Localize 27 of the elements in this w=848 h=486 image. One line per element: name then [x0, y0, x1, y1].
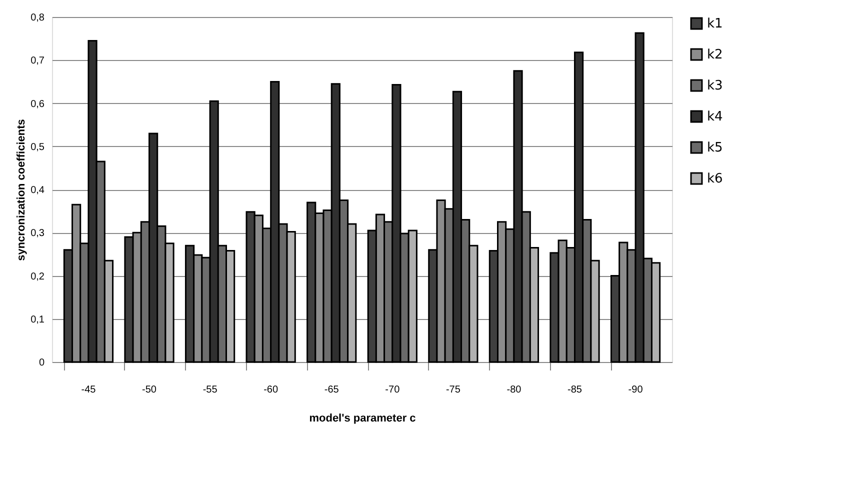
y-tick-label: 0: [38, 358, 45, 368]
y-tick-label: 0,6: [30, 98, 45, 110]
x-tick-label: -70: [385, 384, 400, 396]
x-tick-label: -60: [264, 384, 278, 396]
x-tick-label: -65: [324, 384, 340, 396]
legend-label: k4: [707, 110, 723, 124]
x-tick-label: -90: [628, 384, 644, 396]
legend-label: k2: [707, 48, 723, 62]
y-tick-label: 0,1: [30, 314, 45, 326]
x-tick-label: -80: [506, 384, 522, 396]
y-tick-label: 0,4: [30, 185, 45, 196]
x-axis-title: model's parameter c: [309, 412, 416, 424]
x-tick-label: -55: [202, 384, 218, 396]
y-tick-label: 0,7: [30, 56, 45, 67]
y-axis-title: syncronization coefficients: [16, 119, 28, 261]
legend-label: k6: [707, 172, 723, 186]
x-tick-label: -50: [142, 384, 157, 396]
y-tick-label: 0,5: [30, 142, 45, 153]
y-tick-label: 0,3: [30, 228, 45, 240]
legend-label: k1: [707, 16, 723, 32]
x-tick-label: -45: [81, 384, 96, 396]
x-tick-label: -85: [568, 384, 582, 396]
x-tick-label: -75: [446, 384, 461, 396]
y-tick-label: 0,8: [30, 12, 45, 24]
legend-label: k5: [707, 140, 723, 156]
legend-label: k3: [707, 78, 723, 94]
y-tick-label: 0,2: [30, 271, 45, 282]
